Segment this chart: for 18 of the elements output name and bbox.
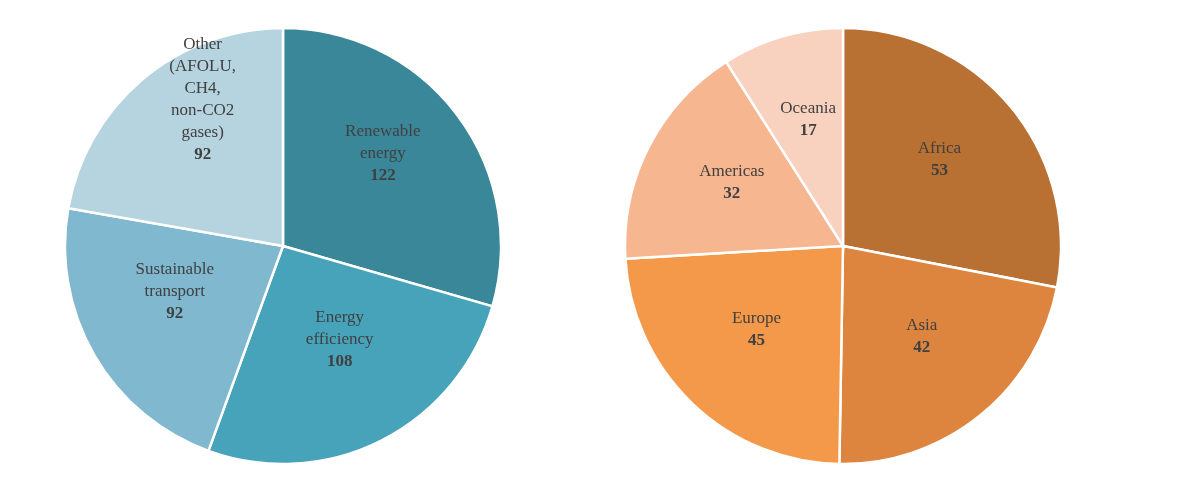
data-label: 17 — [799, 119, 818, 139]
category-label: Energy efficiency — [305, 307, 374, 349]
slice-label: Asia — [906, 315, 938, 335]
data-label: 53 — [930, 160, 948, 180]
slice-label: Americas — [699, 160, 765, 180]
slice-label: Oceania — [780, 97, 837, 117]
slice-label: Africa — [917, 138, 962, 158]
category-label: Other (AFOLU, CH4, non-CO2 gases) — [169, 34, 236, 142]
data-label: 42 — [913, 337, 931, 357]
data-label: 92 — [166, 302, 184, 322]
data-label: 45 — [747, 330, 765, 350]
category-label: Renewable energy — [345, 120, 421, 162]
slice-label: Europe — [731, 308, 782, 328]
data-label: 108 — [326, 351, 353, 371]
category-label: Sustainable transport — [135, 258, 214, 300]
data-label: 92 — [194, 144, 212, 164]
data-label: 32 — [723, 182, 741, 202]
data-label: 122 — [370, 164, 396, 184]
